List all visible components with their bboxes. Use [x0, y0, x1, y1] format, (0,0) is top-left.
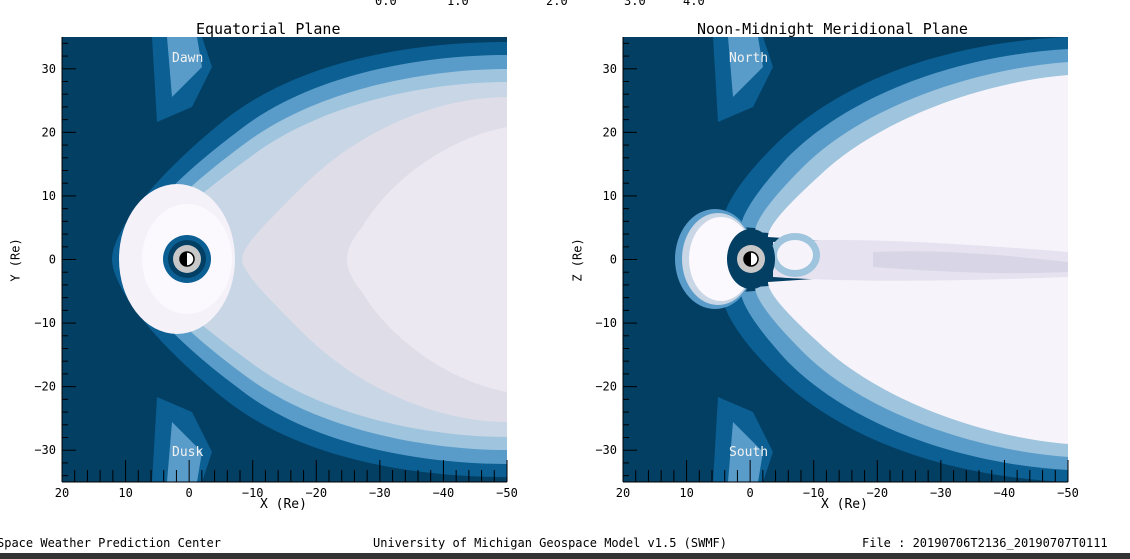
colorbar-tick: 4.0: [683, 0, 705, 8]
x-tick-label: −20: [866, 486, 888, 500]
y-tick-label: −20: [34, 380, 56, 394]
meridional-plane-plot: North South: [623, 37, 1068, 482]
equatorial-plane-plot: Dawn Dusk: [62, 37, 507, 482]
x-tick-label: 20: [616, 486, 630, 500]
right-y-axis-label: Z (Re): [570, 238, 585, 282]
y-tick-label: −10: [34, 316, 56, 330]
x-tick-label: 0: [747, 486, 754, 500]
colorbar-tick: 1.0: [447, 0, 469, 8]
meridional-heatmap: [623, 37, 1068, 482]
x-tick-label: 20: [55, 486, 69, 500]
y-tick-label: −30: [595, 443, 617, 457]
x-tick-label: −30: [369, 486, 391, 500]
colorbar-tick-labels: 0.0 1.0 2.0 3.0 4.0: [0, 0, 1130, 8]
x-tick-label: −40: [994, 486, 1016, 500]
x-tick-label: −50: [496, 486, 518, 500]
x-tick-label: −20: [305, 486, 327, 500]
x-tick-label: 10: [679, 486, 693, 500]
x-tick-label: −10: [242, 486, 264, 500]
y-tick-label: 30: [603, 62, 617, 76]
footer-source: Space Weather Prediction Center: [0, 536, 221, 550]
right-panel-title: Noon-Midnight Meridional Plane: [697, 20, 968, 38]
footer-model: University of Michigan Geospace Model v1…: [373, 536, 728, 550]
x-tick-label: −10: [803, 486, 825, 500]
colorbar-tick: 2.0: [546, 0, 568, 8]
y-tick-label: 0: [610, 253, 617, 267]
x-tick-label: −30: [930, 486, 952, 500]
y-tick-label: 10: [42, 189, 56, 203]
y-tick-label: −10: [595, 316, 617, 330]
north-label: North: [729, 51, 769, 66]
dusk-label: Dusk: [172, 445, 204, 460]
y-tick-label: −20: [595, 380, 617, 394]
x-tick-label: 0: [186, 486, 193, 500]
x-tick-label: −50: [1057, 486, 1079, 500]
left-panel-title: Equatorial Plane: [196, 20, 341, 38]
y-tick-label: 20: [603, 125, 617, 139]
y-tick-label: 30: [42, 62, 56, 76]
dawn-label: Dawn: [172, 51, 204, 66]
x-tick-label: 10: [118, 486, 132, 500]
footer-file: File : 20190706T2136_20190707T0111: [862, 536, 1108, 550]
x-tick-label: −40: [433, 486, 455, 500]
y-tick-label: −30: [34, 443, 56, 457]
right-x-axis-label: X (Re): [821, 497, 868, 512]
equatorial-heatmap: [62, 37, 507, 482]
left-x-axis-label: X (Re): [260, 497, 307, 512]
y-tick-label: 10: [603, 189, 617, 203]
y-tick-label: 0: [49, 253, 56, 267]
y-tick-label: 20: [42, 125, 56, 139]
south-label: South: [729, 445, 769, 460]
colorbar-tick: 3.0: [624, 0, 646, 8]
bottom-bar: [0, 553, 1130, 559]
colorbar-tick: 0.0: [375, 0, 397, 8]
